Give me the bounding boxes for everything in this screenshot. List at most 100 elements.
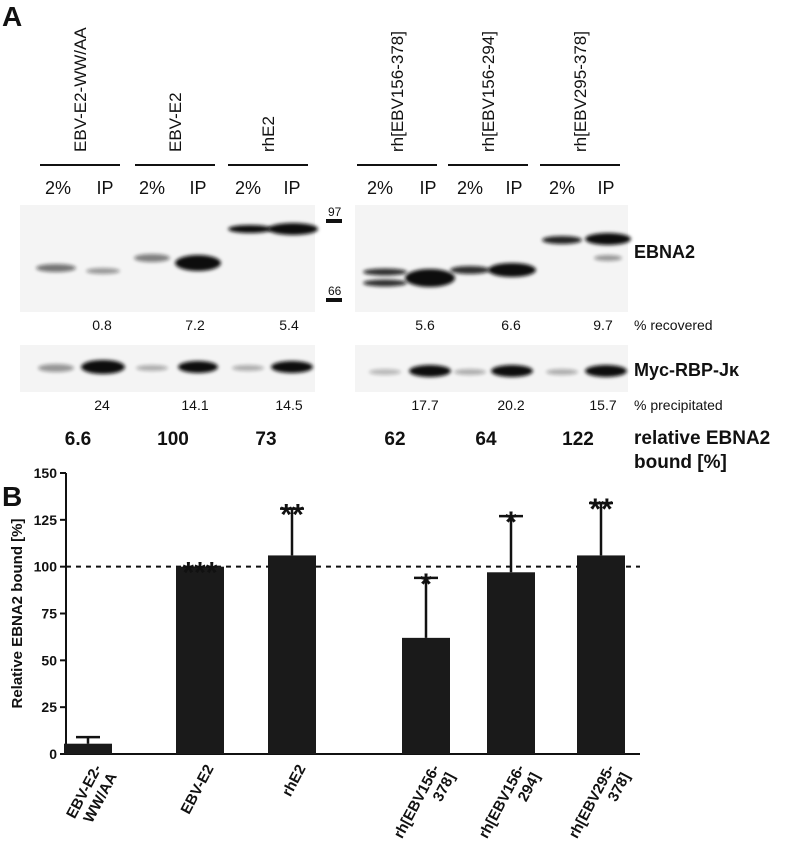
y-tick-label: 125 bbox=[34, 512, 58, 528]
sublane-label: IP bbox=[96, 178, 113, 198]
relative-value: 100 bbox=[157, 429, 189, 450]
precipitated-value: 14.1 bbox=[181, 397, 208, 413]
band bbox=[594, 255, 622, 261]
error-bar bbox=[414, 576, 438, 638]
band bbox=[454, 369, 486, 375]
recovered-value: 5.6 bbox=[415, 317, 435, 333]
sublane-label: IP bbox=[597, 178, 614, 198]
x-tick-label: rh[EBV156-294] bbox=[476, 762, 544, 849]
precipitated-value: 17.7 bbox=[411, 397, 438, 413]
error-bar bbox=[589, 501, 613, 556]
band bbox=[136, 365, 168, 371]
y-tick-label: 150 bbox=[34, 465, 58, 481]
band bbox=[36, 264, 76, 272]
recovered-value: 5.4 bbox=[279, 317, 299, 333]
x-tick-label: rh[EBV156-378] bbox=[391, 762, 459, 849]
band bbox=[81, 360, 125, 374]
significance: *** bbox=[182, 557, 217, 590]
marker-label: 97 bbox=[328, 205, 342, 219]
lane-name: EBV-E2 bbox=[166, 92, 185, 152]
band bbox=[38, 364, 74, 372]
precipitated-value: 24 bbox=[94, 397, 110, 413]
error-bar bbox=[499, 514, 523, 573]
precipitated-value: 14.5 bbox=[275, 397, 302, 413]
precipitated-value: 15.7 bbox=[589, 397, 616, 413]
blot-background bbox=[355, 205, 628, 312]
band bbox=[175, 255, 221, 271]
bar bbox=[268, 555, 316, 754]
x-tick-label: EBV-E2-WW/AA bbox=[63, 762, 121, 830]
relative-value: 73 bbox=[255, 429, 276, 450]
band bbox=[363, 268, 407, 276]
band bbox=[450, 266, 490, 274]
band bbox=[585, 233, 631, 245]
x-tick-label-line: rh[EBV295- bbox=[566, 762, 619, 841]
blots bbox=[20, 205, 631, 392]
band bbox=[409, 365, 451, 377]
bar bbox=[577, 555, 625, 754]
sublane-label: 2% bbox=[45, 178, 71, 198]
error-bar bbox=[76, 735, 100, 744]
lane-name: rh[EBV156-378] bbox=[388, 31, 407, 152]
significance: * bbox=[420, 568, 432, 601]
blot-background bbox=[355, 345, 628, 392]
band bbox=[585, 365, 627, 377]
band bbox=[134, 254, 170, 262]
y-tick-label: 50 bbox=[41, 652, 57, 668]
row-label: relative EBNA2 bbox=[634, 428, 770, 449]
y-tick-label: 100 bbox=[34, 559, 58, 575]
band bbox=[405, 269, 455, 287]
band bbox=[363, 279, 407, 287]
sublane-label: 2% bbox=[549, 178, 575, 198]
x-tick-label-line: rhE2 bbox=[279, 762, 310, 799]
relative-value: 62 bbox=[384, 429, 405, 450]
sublane-label: 2% bbox=[139, 178, 165, 198]
marker-label: 66 bbox=[328, 284, 342, 298]
bar bbox=[402, 637, 450, 754]
y-tick-label: 25 bbox=[41, 699, 57, 715]
blot-label: Myc-RBP-Jκ bbox=[634, 360, 740, 380]
significance: ** bbox=[280, 499, 304, 532]
panel-label: A bbox=[2, 1, 22, 32]
marker-line bbox=[326, 219, 342, 223]
relative-value: 122 bbox=[562, 429, 594, 450]
bar bbox=[487, 572, 535, 754]
sublane-label: IP bbox=[189, 178, 206, 198]
sublane-label: 2% bbox=[367, 178, 393, 198]
precipitated-value: 20.2 bbox=[497, 397, 524, 413]
blot-label: EBNA2 bbox=[634, 242, 695, 262]
recovered-value: 9.7 bbox=[593, 317, 613, 333]
sublane-label: IP bbox=[505, 178, 522, 198]
x-tick-label: rh[EBV295-378] bbox=[566, 762, 634, 849]
x-tick-label-line: rh[EBV156- bbox=[476, 762, 529, 841]
recovered-value: 6.6 bbox=[501, 317, 521, 333]
sublane-label: 2% bbox=[235, 178, 261, 198]
band bbox=[546, 369, 578, 375]
x-tick-label: EBV-E2 bbox=[177, 762, 217, 817]
relative-value: 6.6 bbox=[65, 429, 91, 450]
y-axis-label: Relative EBNA2 bound [%] bbox=[9, 518, 26, 708]
bands bbox=[36, 223, 631, 377]
bar bbox=[64, 743, 112, 754]
row-label: bound [%] bbox=[634, 452, 727, 473]
band bbox=[232, 365, 264, 371]
relative-value: 64 bbox=[475, 429, 497, 450]
x-tick-label-line: rh[EBV156- bbox=[391, 762, 444, 841]
row-label: % precipitated bbox=[634, 397, 723, 413]
lane-name: rh[EBV156-294] bbox=[479, 31, 498, 152]
band bbox=[369, 369, 401, 375]
band bbox=[268, 223, 318, 235]
error-bar bbox=[280, 507, 304, 556]
band bbox=[178, 361, 218, 373]
row-label: % recovered bbox=[634, 317, 713, 333]
marker-line bbox=[326, 298, 342, 302]
x-tick-label-line: EBV-E2 bbox=[177, 762, 217, 817]
band bbox=[86, 268, 120, 274]
recovered-value: 0.8 bbox=[92, 317, 112, 333]
bar bbox=[176, 566, 224, 754]
band bbox=[488, 263, 536, 277]
y-tick-label: 75 bbox=[41, 606, 57, 622]
band bbox=[228, 225, 272, 233]
lane-name: rh[EBV295-378] bbox=[571, 31, 590, 152]
